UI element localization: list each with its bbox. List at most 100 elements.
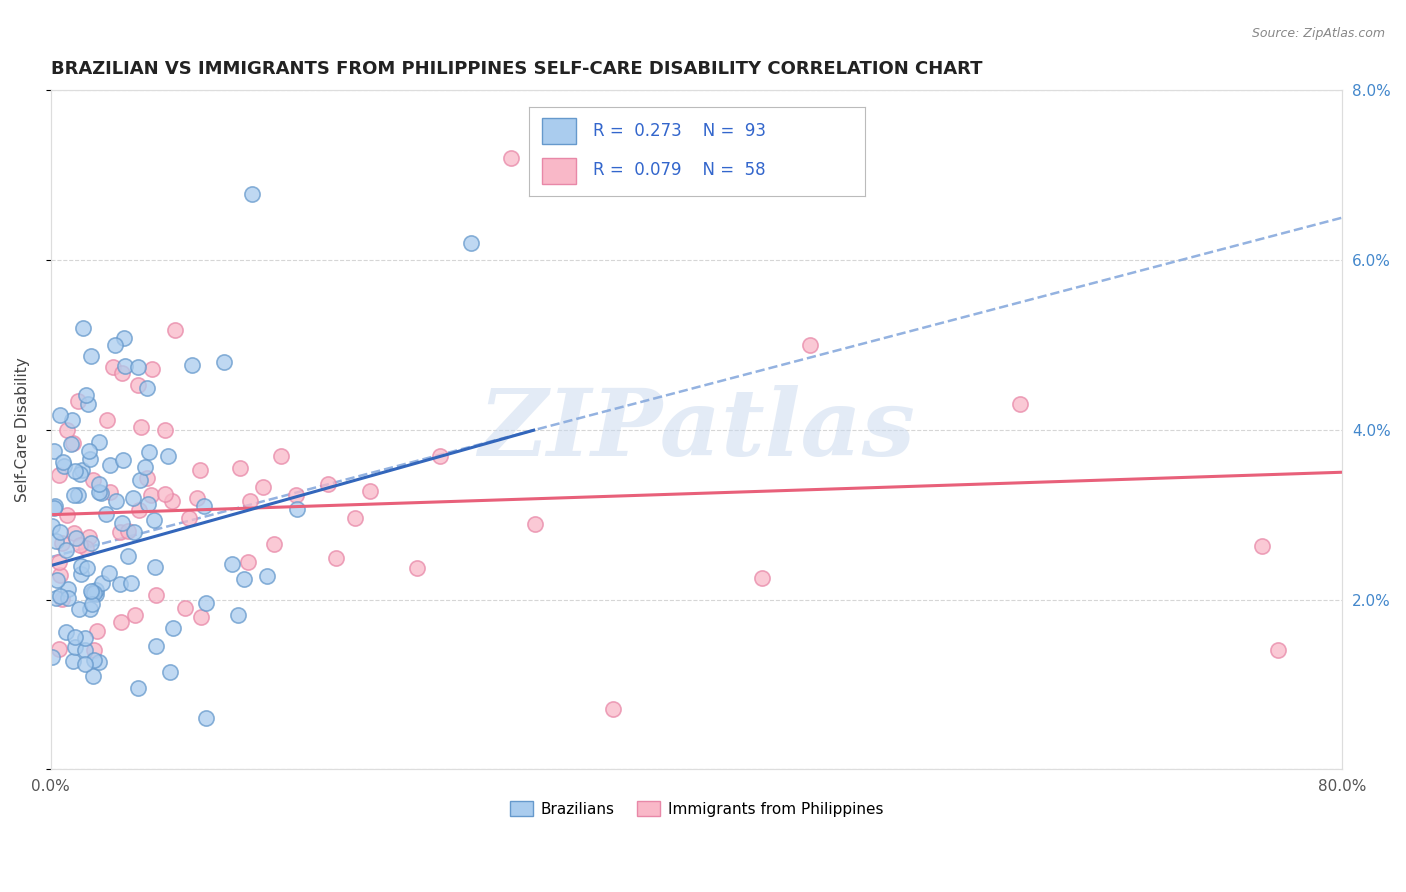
Point (160, 494, 183, 508)
Point (136, 381, 159, 395)
Point (212, 354, 235, 368)
Point (145, 639, 167, 653)
Point (142, 513, 165, 527)
Point (56, 591, 79, 605)
Point (238, 555, 260, 569)
Point (51, 592, 73, 607)
Point (82, 473, 104, 487)
Point (139, 488, 162, 502)
Point (523, 516, 546, 531)
Point (229, 460, 252, 475)
Point (129, 419, 152, 434)
Point (112, 331, 135, 345)
Point (263, 536, 285, 550)
Point (87, 477, 110, 491)
Point (145, 588, 167, 602)
Y-axis label: Self-Care Disability: Self-Care Disability (15, 358, 30, 502)
Point (77, 530, 100, 544)
Point (70, 463, 93, 477)
Point (240, 187, 263, 202)
Point (87, 434, 110, 449)
Point (62, 526, 84, 541)
Point (120, 575, 142, 590)
Point (55, 625, 77, 640)
Point (48, 641, 70, 656)
Point (62, 654, 84, 668)
Point (129, 473, 152, 487)
Point (52, 459, 75, 474)
Point (108, 576, 131, 591)
Text: Source: ZipAtlas.com: Source: ZipAtlas.com (1251, 27, 1385, 40)
Point (67, 602, 90, 616)
Point (177, 511, 200, 525)
Point (110, 366, 132, 380)
Point (79, 602, 101, 616)
Point (41, 649, 63, 664)
Point (44, 499, 66, 513)
Point (48, 467, 70, 482)
Point (55, 423, 77, 437)
Point (45, 534, 67, 549)
Point (77, 397, 100, 411)
Point (1267, 643, 1289, 657)
Point (751, 571, 773, 585)
Point (55, 542, 77, 557)
Point (75, 541, 97, 555)
Point (80, 584, 103, 599)
Text: ZIPatlas: ZIPatlas (478, 384, 915, 475)
Point (112, 453, 135, 467)
Point (80, 535, 103, 549)
Point (96, 413, 118, 427)
Point (135, 471, 157, 485)
Point (226, 608, 249, 623)
Point (460, 235, 482, 250)
Point (75, 388, 97, 402)
Point (141, 362, 163, 376)
Point (63, 630, 86, 644)
Point (128, 503, 150, 517)
Point (602, 702, 624, 716)
Point (79, 349, 101, 363)
Point (75, 631, 97, 645)
Point (67, 393, 90, 408)
Point (98, 484, 121, 499)
Point (193, 499, 215, 513)
Point (256, 569, 278, 583)
Point (94, 507, 117, 521)
Point (127, 681, 149, 695)
Text: BRAZILIAN VS IMMIGRANTS FROM PHILIPPINES SELF-CARE DISABILITY CORRELATION CHART: BRAZILIAN VS IMMIGRANTS FROM PHILIPPINES… (51, 60, 983, 78)
Point (343, 511, 366, 525)
Point (188, 462, 211, 476)
Point (79, 451, 101, 466)
Point (122, 491, 145, 505)
Point (83, 643, 105, 657)
Point (44, 443, 66, 458)
Point (221, 557, 243, 571)
Point (359, 483, 381, 498)
Point (233, 573, 256, 587)
Point (405, 561, 427, 575)
Point (63, 640, 86, 655)
Point (165, 323, 187, 337)
Point (45, 591, 67, 605)
Point (63, 488, 86, 502)
Point (270, 450, 292, 464)
Point (186, 491, 208, 506)
Point (82, 669, 104, 683)
Point (83, 586, 105, 600)
Point (117, 549, 139, 563)
Point (122, 525, 145, 540)
Point (194, 596, 217, 610)
Point (134, 460, 156, 475)
Point (136, 497, 159, 511)
Point (239, 493, 262, 508)
Point (159, 665, 181, 679)
Point (56, 582, 79, 596)
Point (153, 423, 176, 437)
Point (69, 558, 91, 573)
Point (499, 151, 522, 165)
Point (75, 643, 97, 657)
Point (124, 607, 146, 622)
Point (127, 378, 149, 392)
Point (1008, 397, 1031, 411)
